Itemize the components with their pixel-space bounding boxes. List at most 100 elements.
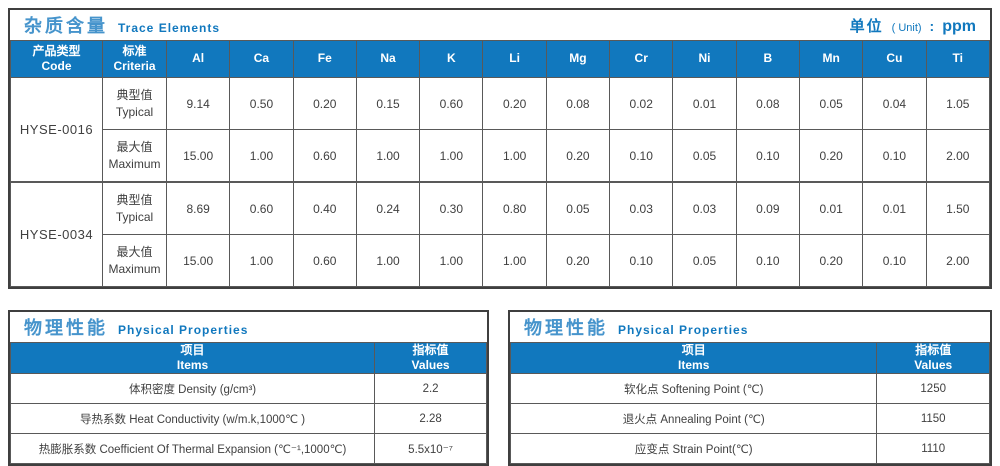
value-cell: 1.00 — [482, 234, 547, 287]
physical-right-header-row: 项目 Items 指标值 Values — [509, 342, 990, 374]
value-cell: 1.00 — [355, 234, 421, 287]
trace-header-row: 产品类型 Code 标准 Criteria Al Ca Fe Na K Li M… — [10, 40, 991, 78]
value-cell: 1.00 — [419, 129, 484, 183]
col-header-element-mg: Mg — [545, 40, 611, 78]
value-cell: 0.15 — [355, 77, 421, 130]
criteria-en: Typical — [115, 104, 154, 119]
item-label: 退火点 Annealing Point (℃) — [509, 403, 878, 434]
table-row-density: 体积密度 Density (g/cm³) 2.2 — [9, 373, 487, 404]
value-cell: 0.10 — [862, 129, 927, 183]
item-label: 热膨胀系数 Coefficient Of Thermal Expansion (… — [9, 433, 376, 464]
value-cell: 1.05 — [925, 77, 991, 130]
unit-en: ( Unit) — [891, 21, 922, 34]
physical-properties-left-panel: 物理性能 Physical Properties 项目 Items 指标值 Va… — [8, 310, 489, 466]
unit-cn: 单位 — [849, 17, 884, 35]
value-cell: 15.00 — [165, 129, 231, 183]
value-cell: 0.10 — [609, 129, 674, 183]
table-row-hyse0016-typical: HYSE-0016 典型值 Typical 9.14 0.50 0.20 0.1… — [10, 77, 991, 183]
value-cell: 15.00 — [165, 234, 231, 287]
col-header-element-mn: Mn — [798, 40, 864, 78]
physical-properties-right-panel: 物理性能 Physical Properties 项目 Items 指标值 Va… — [508, 310, 992, 466]
item-value: 1250 — [876, 373, 990, 404]
value-cell: 0.20 — [545, 234, 611, 287]
col-header-items-en: Items — [176, 358, 209, 372]
criteria-en: Typical — [115, 209, 154, 224]
trace-title-en: Trace Elements — [118, 21, 221, 35]
col-header-items: 项目 Items — [509, 342, 878, 374]
value-cell: 0.05 — [672, 234, 737, 287]
col-header-element-cr: Cr — [609, 40, 674, 78]
physical-left-title: 物理性能 Physical Properties — [24, 314, 248, 340]
col-header-element-b: B — [735, 40, 800, 78]
col-header-values: 指标值 Values — [374, 342, 487, 374]
col-header-values-en: Values — [914, 358, 953, 372]
physical-right-title: 物理性能 Physical Properties — [524, 314, 748, 340]
item-label: 应变点 Strain Point(℃) — [509, 433, 878, 464]
value-cell: 1.00 — [482, 129, 547, 183]
table-row-thermal-expansion: 热膨胀系数 Coefficient Of Thermal Expansion (… — [9, 433, 487, 464]
col-header-items-en: Items — [678, 358, 710, 372]
item-value: 2.28 — [374, 403, 487, 434]
col-header-element-ca: Ca — [229, 40, 294, 78]
value-cell: 0.30 — [419, 181, 484, 235]
trace-title: 杂质含量 Trace Elements — [24, 12, 220, 38]
table-row-hyse0016-maximum: 最大值 Maximum 15.00 1.00 0.60 1.00 1.00 1.… — [11, 129, 991, 183]
table-row-annealing-point: 退火点 Annealing Point (℃) 1150 — [509, 403, 990, 434]
unit-value: ppm — [942, 17, 976, 35]
col-header-element-fe: Fe — [292, 40, 357, 78]
item-label: 软化点 Softening Point (℃) — [509, 373, 878, 404]
col-header-criteria: 标准 Criteria — [102, 40, 167, 78]
criteria-en: Maximum — [108, 261, 161, 276]
criteria-cn: 最大值 — [116, 140, 153, 155]
col-header-items: 项目 Items — [9, 342, 376, 374]
value-cell: 0.20 — [292, 77, 357, 130]
value-cell: 0.01 — [672, 77, 737, 130]
value-cell: 0.10 — [609, 234, 674, 287]
value-cell: 1.00 — [229, 234, 294, 287]
col-header-values-en: Values — [411, 358, 450, 372]
criteria-cell: 最大值 Maximum — [102, 129, 167, 183]
value-cell: 0.01 — [862, 181, 927, 235]
value-cell: 0.09 — [735, 181, 800, 235]
col-header-items-cn: 项目 — [681, 343, 706, 358]
value-cell: 2.00 — [925, 234, 991, 287]
value-cell: 0.20 — [545, 129, 611, 183]
col-header-element-ti: Ti — [925, 40, 991, 78]
unit-separator: : — [929, 17, 935, 34]
col-header-element-al: Al — [165, 40, 231, 78]
col-header-code-en: Code — [41, 59, 72, 73]
value-cell: 0.40 — [292, 181, 357, 235]
value-cell: 0.60 — [292, 129, 357, 183]
table-row-hyse0034-maximum: 最大值 Maximum 15.00 1.00 0.60 1.00 1.00 1.… — [11, 234, 991, 287]
col-header-element-ni: Ni — [672, 40, 737, 78]
trace-title-bar: 杂质含量 Trace Elements 单位 ( Unit) : ppm — [10, 10, 990, 40]
physical-right-title-en: Physical Properties — [618, 323, 749, 337]
value-cell: 0.10 — [862, 234, 927, 287]
col-header-criteria-en: Criteria — [113, 59, 156, 73]
physical-right-title-cn: 物理性能 — [524, 318, 608, 338]
table-row-softening-point: 软化点 Softening Point (℃) 1250 — [509, 373, 990, 404]
value-cell: 0.08 — [545, 77, 611, 130]
physical-left-title-cn: 物理性能 — [24, 318, 108, 338]
criteria-cn: 典型值 — [116, 88, 153, 103]
physical-right-table: 项目 Items 指标值 Values 软化点 Softening Point … — [509, 342, 990, 464]
criteria-cn: 最大值 — [116, 245, 153, 260]
value-cell: 0.05 — [798, 77, 864, 130]
value-cell: 0.05 — [545, 181, 611, 235]
value-cell: 0.10 — [735, 129, 800, 183]
trace-table: 产品类型 Code 标准 Criteria Al Ca Fe Na K Li M… — [10, 40, 991, 287]
value-cell: 0.80 — [482, 181, 547, 235]
value-cell: 0.10 — [735, 234, 800, 287]
value-cell: 0.04 — [862, 77, 927, 130]
item-value: 1150 — [876, 403, 990, 434]
value-cell: 0.60 — [292, 234, 357, 287]
table-row-hyse0034-typical: HYSE-0034 典型值 Typical 8.69 0.60 0.40 0.2… — [10, 181, 991, 287]
col-header-values-cn: 指标值 — [412, 343, 449, 358]
item-value: 2.2 — [374, 373, 487, 404]
value-cell: 0.20 — [482, 77, 547, 130]
col-header-values: 指标值 Values — [876, 342, 990, 374]
criteria-cell: 最大值 Maximum — [102, 234, 167, 287]
item-label: 体积密度 Density (g/cm³) — [9, 373, 376, 404]
value-cell: 0.60 — [229, 181, 294, 235]
value-cell: 0.20 — [798, 129, 864, 183]
